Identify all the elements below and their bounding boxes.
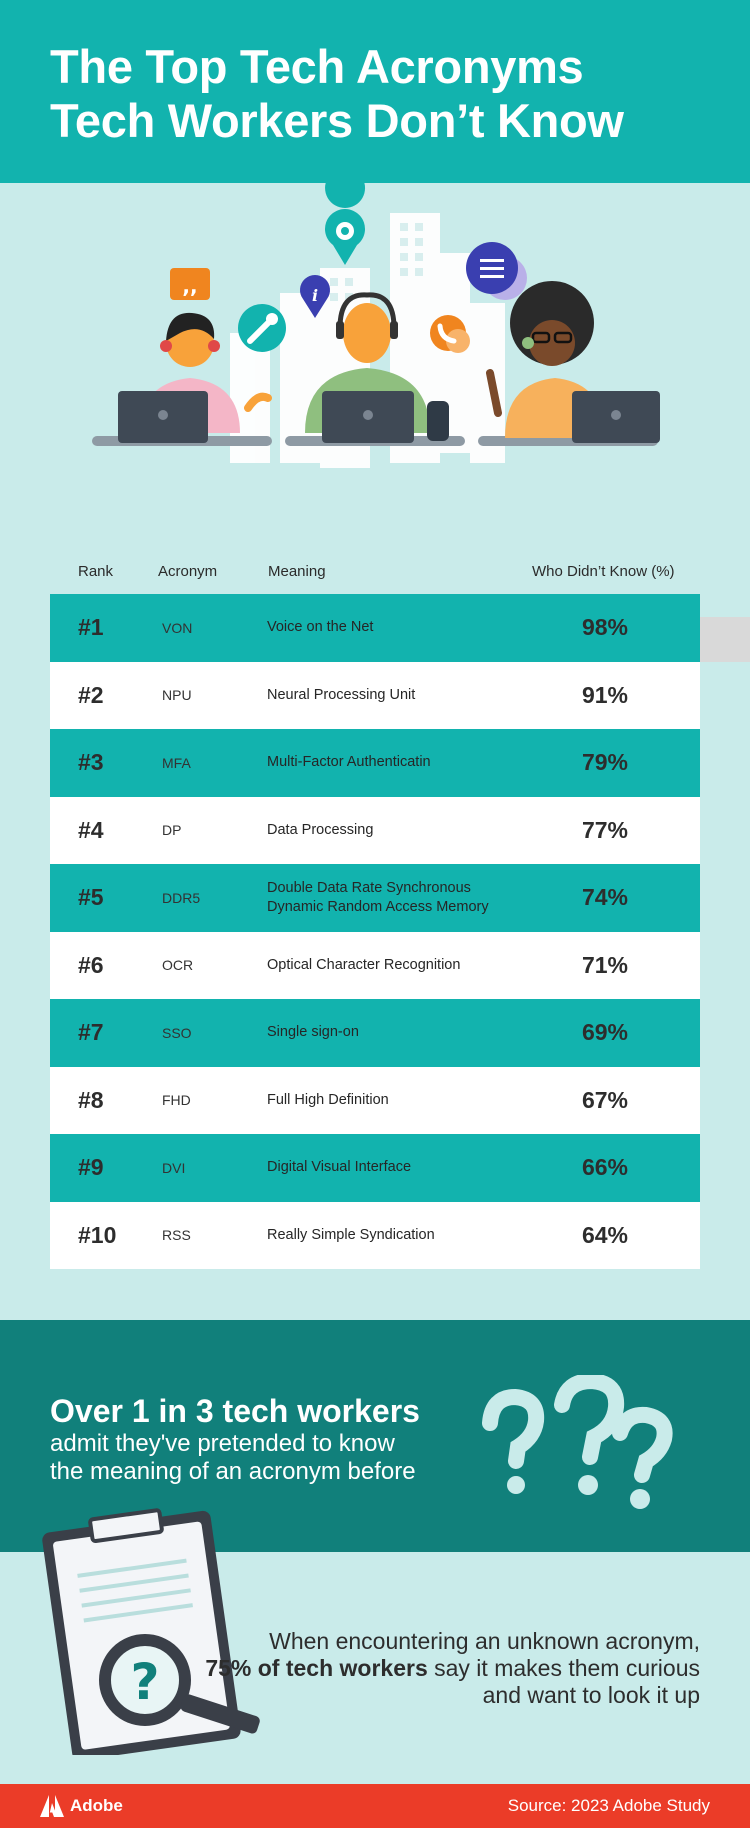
pct-cell: 98% (581, 614, 629, 641)
wrench-icon (238, 304, 286, 352)
meaning-cell: Voice on the Net (267, 619, 374, 636)
stat-subline: admit they've pretended to know the mean… (50, 1430, 416, 1485)
acronym-cell: OCR (162, 957, 194, 974)
column-header-pct: Who Didn’t Know (%) (532, 563, 675, 580)
stat-headline: Over 1 in 3 tech workers (50, 1393, 420, 1429)
title-line-1: The Top Tech Acronyms (50, 40, 584, 93)
table-row: #1 VON Voice on the Net 98% (50, 594, 700, 662)
acronym-table: #1 VON Voice on the Net 98% #2 NPU Neura… (50, 594, 700, 1269)
meaning-cell: Data Processing (267, 821, 374, 838)
meaning-cell: Single sign-on (267, 1024, 359, 1041)
curious-statement: When encountering an unknown acronym, 75… (200, 1628, 700, 1709)
rank-cell: #9 (78, 1154, 104, 1181)
table-row: #4 DP Data Processing 77% (50, 796, 700, 864)
pct-cell: 64% (581, 1221, 629, 1248)
side-tab (700, 617, 750, 662)
acronym-cell: RSS (162, 1227, 191, 1244)
curious-part-1: When encountering an unknown acronym, (269, 1628, 700, 1654)
pct-cell: 77% (581, 816, 629, 843)
table-row: #5 DDR5 Double Data Rate Synchronous Dyn… (50, 864, 700, 932)
table-row: #8 FHD Full High Definition 67% (50, 1066, 700, 1134)
rank-cell: #10 (78, 1221, 117, 1248)
svg-text:i: i (312, 286, 318, 305)
stat-band: Over 1 in 3 tech workers admit they've p… (0, 1320, 750, 1552)
column-header-acronym: Acronym (158, 563, 218, 580)
rank-cell: #4 (78, 816, 104, 843)
office-workers-illustration: ,, i (92, 183, 660, 468)
page-title: The Top Tech Acronyms Tech Workers Don’t… (50, 40, 624, 148)
acronym-cell: DVI (162, 1159, 186, 1176)
acronym-cell: DP (162, 822, 182, 839)
acronym-cell: SSO (162, 1024, 192, 1041)
pct-cell: 91% (581, 681, 629, 708)
table-row: #7 SSO Single sign-on 69% (50, 999, 700, 1067)
curious-bold: 75% of tech workers (205, 1655, 428, 1681)
svg-text:,,: ,, (182, 274, 197, 298)
meaning-cell: Full High Definition (267, 1091, 389, 1108)
meaning-cell: Multi-Factor Authenticatin (267, 754, 431, 771)
title-line-2: Tech Workers Don’t Know (50, 94, 624, 147)
pct-cell: 66% (581, 1154, 629, 1181)
rank-cell: #7 (78, 1019, 104, 1046)
table-row: #3 MFA Multi-Factor Authenticatin 79% (50, 729, 700, 797)
acronym-cell: MFA (162, 754, 191, 771)
pct-cell: 67% (581, 1086, 629, 1113)
worker-3-icon (486, 281, 660, 443)
footer: Adobe Source: 2023 Adobe Study (0, 1784, 750, 1828)
question-marks-icon (482, 1375, 673, 1509)
header-banner: The Top Tech Acronyms Tech Workers Don’t… (0, 0, 750, 183)
worker-1-icon (118, 312, 272, 443)
clipboard-magnifier-icon: ? (42, 1508, 260, 1755)
rank-cell: #8 (78, 1086, 104, 1113)
footer-brand: Adobe (70, 1796, 123, 1815)
acronym-cell: FHD (162, 1092, 191, 1109)
phone-bubble-icon (430, 315, 470, 353)
pct-cell: 71% (581, 951, 629, 978)
pct-cell: 74% (581, 884, 629, 911)
rank-cell: #3 (78, 749, 104, 776)
footer-source: Source: 2023 Adobe Study (507, 1796, 710, 1815)
acronym-cell: VON (162, 619, 193, 636)
rank-cell: #1 (78, 614, 104, 641)
table-row: #10 RSS Really Simple Syndication 64% (50, 1201, 700, 1269)
quote-bubble-icon: ,, (170, 268, 210, 300)
meaning-cell: Optical Character Recognition (267, 956, 461, 973)
table-row: #6 OCR Optical Character Recognition 71% (50, 931, 700, 999)
meaning-cell: Neural Processing Unit (267, 686, 416, 703)
rank-cell: #2 (78, 681, 104, 708)
pct-cell: 69% (581, 1019, 629, 1046)
pct-cell: 79% (581, 749, 629, 776)
table-row: #9 DVI Digital Visual Interface 66% (50, 1134, 700, 1202)
meaning-cell: Digital Visual Interface (267, 1159, 412, 1176)
column-header-meaning: Meaning (268, 563, 326, 580)
adobe-logo-icon (40, 1795, 64, 1817)
curious-part-2: say it makes them curious and want to lo… (434, 1655, 700, 1708)
rank-cell: #6 (78, 951, 104, 978)
info-pin-icon: i (300, 275, 330, 318)
rank-cell: #5 (78, 884, 104, 911)
column-header-rank: Rank (78, 563, 114, 580)
acronym-cell: NPU (162, 687, 192, 704)
gear-pin-icon (325, 183, 365, 208)
svg-text:?: ? (130, 1653, 159, 1711)
meaning-cell: Really Simple Syndication (267, 1226, 435, 1243)
table-row: #2 NPU Neural Processing Unit 91% (50, 661, 700, 729)
chat-bubble-icon (466, 242, 527, 300)
meaning-cell: Double Data Rate Synchronous Dynamic Ran… (267, 879, 489, 915)
acronym-cell: DDR5 (162, 889, 201, 906)
worker-2-icon (305, 292, 449, 443)
